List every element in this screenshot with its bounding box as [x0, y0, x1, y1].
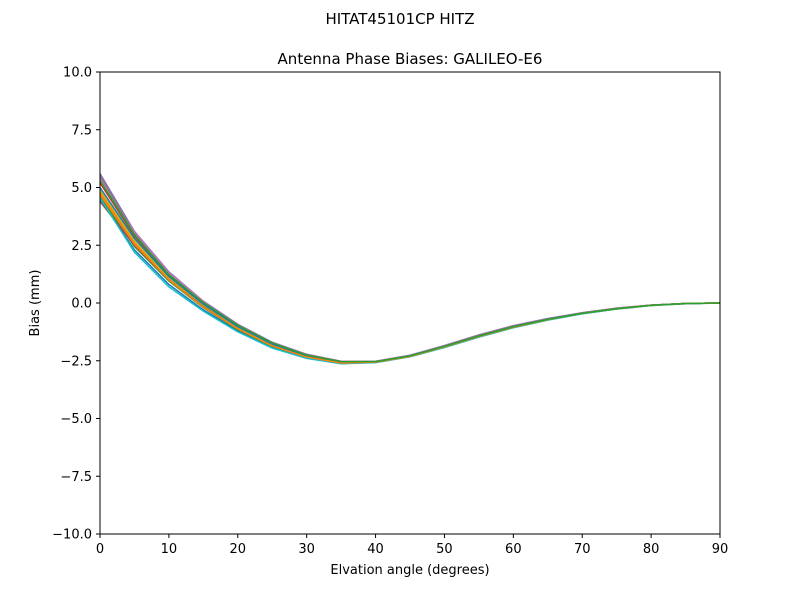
y-tick-label: −5.0 — [60, 412, 92, 427]
series-line-3 — [99, 196, 721, 365]
series-line-4 — [99, 182, 721, 363]
series-line-5 — [99, 173, 721, 362]
x-tick-label: 50 — [436, 542, 453, 557]
y-tick-label: 0.0 — [71, 297, 92, 312]
x-axis-label: Elvation angle (degrees) — [330, 563, 489, 578]
x-tick-label: 60 — [505, 542, 522, 557]
y-axis: 10.0 7.5 5.0 2.5 0.0 −2.5 −5.0 −7.5 −10.0 — [52, 66, 100, 543]
x-tick-label: 30 — [298, 542, 315, 557]
x-tick-label: 40 — [367, 542, 384, 557]
x-tick-label: 70 — [574, 542, 591, 557]
x-tick-label: 20 — [230, 542, 247, 557]
x-axis: 0 10 20 30 40 50 60 70 80 90 — [96, 534, 728, 557]
y-axis-label: Bias (mm) — [28, 270, 43, 337]
series-line-10 — [99, 197, 721, 365]
x-tick-label: 10 — [161, 542, 178, 557]
plot-lines — [99, 173, 721, 365]
x-tick-label: 80 — [643, 542, 660, 557]
series-line-13 — [99, 180, 721, 363]
figure-suptitle: HITAT45101CP HITZ — [325, 10, 474, 28]
chart-title: Antenna Phase Biases: GALILEO-E6 — [278, 50, 543, 68]
y-tick-label: −2.5 — [60, 354, 92, 369]
y-tick-label: 5.0 — [71, 181, 92, 196]
x-tick-label: 0 — [96, 542, 104, 557]
series-line-12 — [99, 194, 721, 364]
y-tick-label: −7.5 — [60, 470, 92, 485]
x-tick-label: 90 — [712, 542, 729, 557]
series-line-11 — [99, 187, 721, 363]
y-tick-label: 7.5 — [71, 123, 92, 138]
series-line-6 — [99, 200, 721, 364]
y-tick-label: 2.5 — [71, 239, 92, 254]
series-line-7 — [99, 177, 721, 362]
y-tick-label: −10.0 — [52, 528, 92, 543]
series-line-8 — [99, 175, 721, 363]
series-line-2 — [99, 191, 721, 363]
series-line-1 — [99, 198, 721, 364]
y-tick-label: 10.0 — [63, 66, 92, 81]
series-line-9 — [99, 189, 721, 364]
